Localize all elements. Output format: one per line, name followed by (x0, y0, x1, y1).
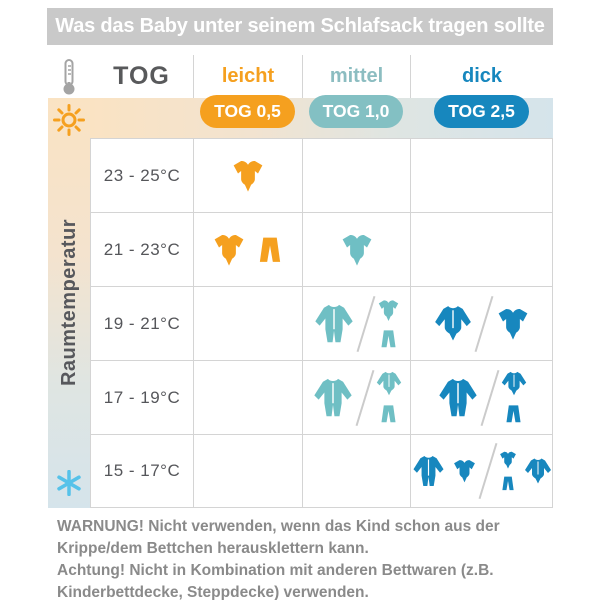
tog-badge-mittel: TOG 1,0 (308, 94, 404, 128)
pants-icon (501, 401, 526, 427)
cell-mittel-row3 (302, 286, 410, 360)
clothing-option (337, 229, 377, 271)
cell-leicht-row5 (193, 434, 302, 508)
room-temp-range: 19 - 21°C (90, 286, 193, 360)
column-header-dick: dick (410, 55, 553, 98)
page-title: Was das Baby unter seinem Schlafsack tra… (55, 15, 545, 37)
cell-leicht-row2 (193, 212, 302, 286)
option-separator (356, 295, 376, 352)
sleepsuit-icon (435, 373, 481, 422)
bodysuit-short-icon (228, 155, 268, 197)
cell-dick-row1 (410, 138, 553, 212)
thermometer-icon (63, 58, 75, 94)
clothing-option (311, 299, 357, 348)
clothing-option (209, 229, 288, 271)
tog-column-header: TOG (113, 62, 170, 90)
warning-text: WARNUNG! Nicht verwenden, wenn das Kind … (57, 516, 565, 600)
clothing-option (410, 451, 479, 491)
column-header-mittel: mittel (302, 55, 410, 98)
warning-line-1: WARNUNG! Nicht verwenden, wenn das Kind … (57, 518, 500, 557)
clothing-option (375, 296, 402, 352)
clothing-option (493, 303, 533, 345)
pants-icon (252, 231, 288, 269)
title-bar: Was das Baby unter seinem Schlafsack tra… (47, 8, 553, 45)
sun-icon (53, 104, 85, 136)
clothing-stack (499, 368, 529, 427)
room-temp-range: 15 - 17°C (90, 434, 193, 508)
cell-dick-row3 (410, 286, 553, 360)
cell-mittel-row5 (302, 434, 410, 508)
temperature-axis: Raumtemperatur (48, 98, 90, 508)
cell-mittel-row1 (302, 138, 410, 212)
cell-dick-row2 (410, 212, 553, 286)
badge-wrap-leicht: TOG 0,5 (193, 91, 302, 131)
option-separator (474, 295, 493, 352)
room-temp-range: 23 - 25°C (90, 138, 193, 212)
cell-dick-row5 (410, 434, 553, 508)
cell-leicht-row3 (193, 286, 302, 360)
cell-dick-row4 (410, 360, 553, 434)
bodysuit-short-icon (209, 229, 249, 271)
warning-line-2: Achtung! Nicht in Kombination mit andere… (57, 562, 494, 600)
bodysuit-short-icon (493, 303, 533, 345)
clothing-table: TOG leicht mittel dick TOG 0,5 TOG 1,0 T… (48, 55, 553, 508)
axis-label: Raumtemperatur (57, 219, 80, 387)
sleepsuit-icon (311, 299, 357, 348)
clothing-option (497, 448, 554, 494)
option-separator (480, 369, 499, 426)
option-separator (478, 442, 497, 500)
thermometer-cell (48, 55, 90, 98)
badge-wrap-dick: TOG 2,5 (410, 91, 553, 131)
tog-badge-dick: TOG 2,5 (434, 94, 529, 128)
cell-mittel-row4 (302, 360, 410, 434)
cell-leicht-row1 (193, 138, 302, 212)
longsleeve-top-icon (374, 368, 404, 400)
sleepsuit-icon (410, 451, 447, 491)
bodysuit-short-icon (450, 456, 479, 486)
clothing-option (499, 368, 529, 427)
sleepsuit-icon (310, 373, 356, 422)
clothing-stack (374, 368, 404, 427)
room-temp-range: 17 - 19°C (90, 360, 193, 434)
clothing-option (374, 368, 404, 427)
clothing-stack (497, 448, 519, 494)
clothing-option (228, 155, 268, 197)
pants-icon (498, 473, 518, 494)
pants-icon (376, 326, 401, 352)
longsleeve-top-icon (431, 301, 475, 347)
room-temp-range: 21 - 23°C (90, 212, 193, 286)
column-header-leicht: leicht (193, 55, 302, 98)
clothing-option (435, 373, 481, 422)
snowflake-icon (57, 469, 81, 496)
option-separator (355, 369, 374, 426)
tog-badge-leicht: TOG 0,5 (200, 94, 295, 128)
clothing-option (310, 373, 356, 422)
cell-mittel-row2 (302, 212, 410, 286)
cell-leicht-row4 (193, 360, 302, 434)
bodysuit-short-icon (375, 296, 402, 325)
clothing-option (431, 301, 475, 347)
clothing-stack (375, 296, 402, 352)
badge-wrap-mittel: TOG 1,0 (302, 91, 410, 131)
bodysuit-short-icon (337, 229, 377, 271)
pants-icon (376, 401, 401, 427)
bodysuit-short-icon (497, 448, 519, 472)
longsleeve-top-icon (499, 368, 529, 400)
longsleeve-top-icon (522, 455, 554, 488)
